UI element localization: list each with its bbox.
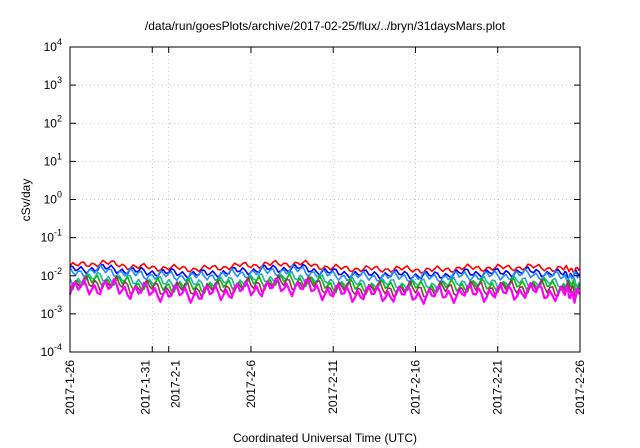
x-tick-label: 2017-2-16 bbox=[408, 360, 422, 415]
y-tick-label: 104 bbox=[44, 37, 62, 54]
series-line bbox=[68, 277, 581, 305]
y-tick-label: 101 bbox=[44, 151, 62, 168]
y-ticks: 10-4 10-3 10-2 10-1 100 101 102 103 104 bbox=[41, 37, 580, 359]
x-ticks: 2017-1-26 2017-1-31 2017-2-1 2017-2-6 2017-2… bbox=[63, 47, 587, 415]
y-tick-label: 10-2 bbox=[41, 266, 62, 283]
series-line bbox=[69, 263, 581, 284]
y-tick-label: 10-1 bbox=[41, 228, 62, 245]
x-tick-label: 2017-2-6 bbox=[244, 360, 258, 408]
x-tick-label: 2017-1-26 bbox=[63, 360, 77, 415]
chart-title: /data/run/goesPlots/archive/2017-02-25/f… bbox=[145, 19, 506, 33]
x-tick-label: 2017-2-11 bbox=[326, 360, 340, 414]
x-tick-label: 2017-1-31 bbox=[138, 360, 152, 415]
x-tick-label: 2017-2-21 bbox=[491, 360, 505, 415]
grid bbox=[70, 47, 580, 352]
x-tick-label: 2017-2-1 bbox=[169, 360, 183, 408]
y-tick-label: 102 bbox=[44, 113, 62, 130]
y-tick-label: 10-3 bbox=[41, 304, 62, 321]
y-axis-label: cSv/day bbox=[19, 179, 33, 222]
y-tick-label: 10-4 bbox=[41, 342, 62, 359]
y-tick-label: 103 bbox=[44, 75, 62, 92]
x-tick-label: 2017-2-26 bbox=[573, 360, 587, 415]
y-tick-label: 100 bbox=[44, 190, 62, 207]
series-line bbox=[69, 259, 581, 274]
x-axis-label: Coordinated Universal Time (UTC) bbox=[233, 431, 417, 445]
series-group bbox=[68, 259, 581, 305]
